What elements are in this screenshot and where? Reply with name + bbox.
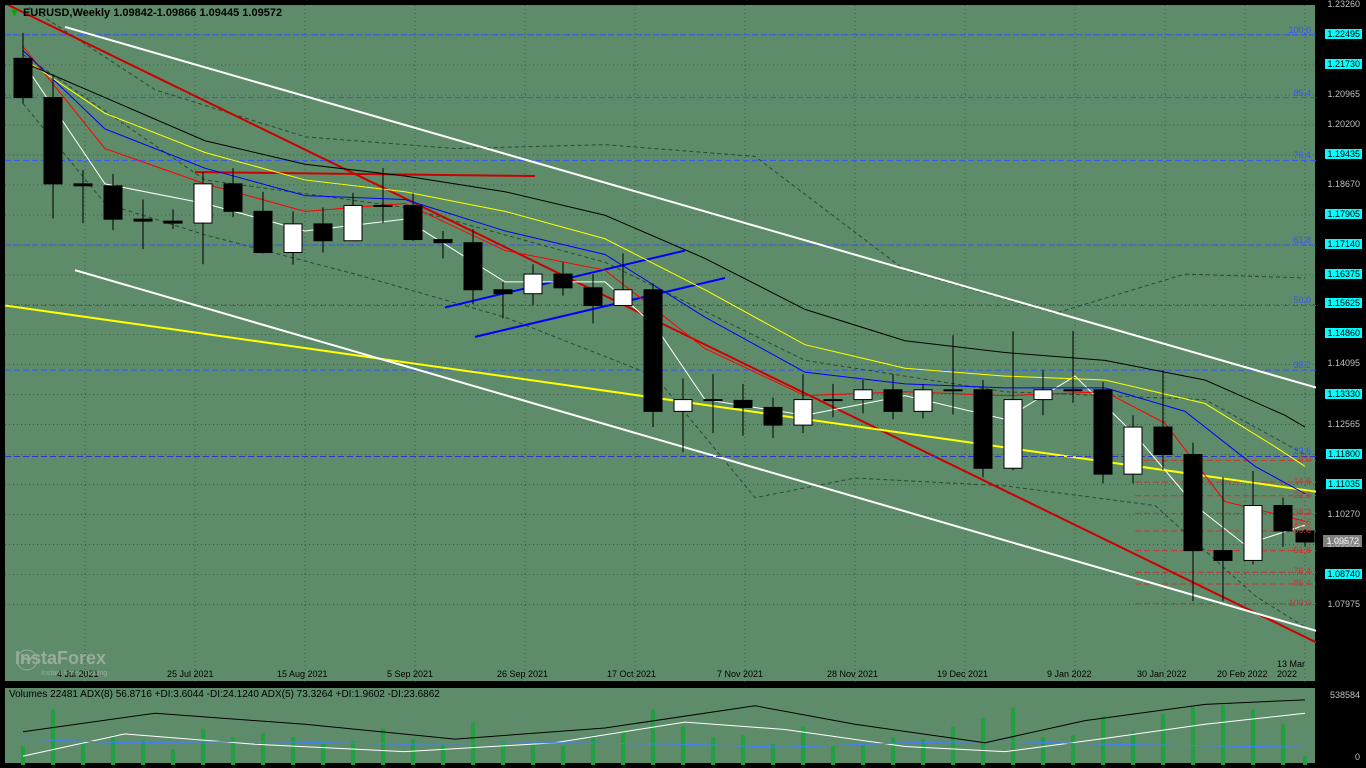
chart-container: ▼ EURUSD,Weekly 1.09842-1.09866 1.09445 … — [0, 0, 1366, 768]
main-price-chart[interactable]: ▼ EURUSD,Weekly 1.09842-1.09866 1.09445 … — [4, 4, 1316, 682]
chart-title: ▼ EURUSD,Weekly 1.09842-1.09866 1.09445 … — [9, 7, 282, 19]
direction-arrow-icon: ▼ — [9, 7, 20, 19]
indicator-axis: 5385840 — [1316, 686, 1362, 764]
logo-tagline: Instant Forex Trading — [41, 670, 107, 677]
main-chart-svg — [5, 5, 1317, 683]
logo-icon — [15, 648, 39, 672]
indicator-title: Volumes 22481 ADX(8) 56.8716 +DI:3.6044 … — [9, 689, 440, 700]
price-axis: 1.09572 1.232601.224951.217301.209651.20… — [1316, 4, 1362, 682]
indicator-panel[interactable]: Volumes 22481 ADX(8) 56.8716 +DI:3.6044 … — [4, 686, 1316, 764]
broker-logo: InstaForex — [15, 648, 106, 669]
symbol-text: EURUSD,Weekly — [23, 7, 110, 19]
ohlc-text: 1.09842-1.09866 1.09445 1.09572 — [113, 7, 282, 19]
